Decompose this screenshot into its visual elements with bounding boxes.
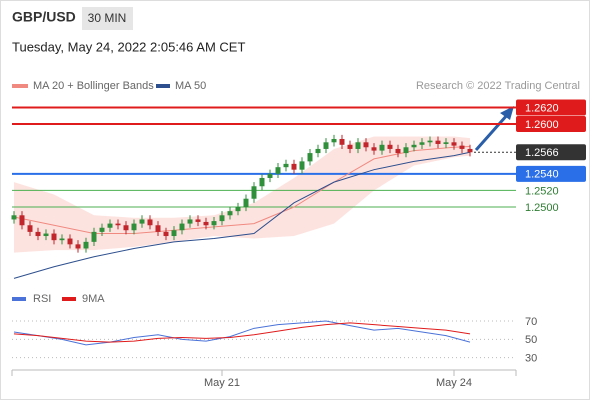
candle-body <box>211 221 217 226</box>
candle-body <box>331 138 337 143</box>
candle-body <box>299 161 305 170</box>
candle-body <box>451 142 457 146</box>
candle-body <box>355 142 361 149</box>
candle-body <box>115 223 121 226</box>
forecast-arrowhead <box>500 106 514 120</box>
candle-body <box>411 144 417 148</box>
candle-body <box>291 163 297 170</box>
candle-body <box>75 244 81 249</box>
candle-body <box>235 207 241 212</box>
candle-body <box>339 138 345 145</box>
candle-body <box>243 198 249 208</box>
candle-body <box>123 225 129 231</box>
candle-body <box>131 223 137 231</box>
level-label: 1.2620 <box>525 102 559 114</box>
candle-body <box>347 144 353 149</box>
candle-body <box>443 142 449 144</box>
candle-body <box>395 148 401 154</box>
candle-body <box>323 142 329 149</box>
level-label: 1.2520 <box>525 185 559 197</box>
level-box <box>516 144 586 161</box>
candle-body <box>203 221 209 226</box>
ma50-line <box>13 151 471 279</box>
candle-body <box>435 140 441 144</box>
level-box <box>516 165 586 182</box>
candle-body <box>147 219 153 226</box>
candle-body <box>91 231 97 242</box>
legend-swatch-ma20 <box>12 84 28 88</box>
candle-body <box>379 144 385 151</box>
candle-body <box>267 173 273 178</box>
candle-body <box>427 140 433 143</box>
candle-body <box>371 147 377 151</box>
candle-body <box>83 241 89 249</box>
level-box <box>516 99 586 116</box>
candle-body <box>363 142 369 148</box>
legend-swatch-rsi <box>12 297 26 301</box>
timeframe-badge <box>82 7 133 30</box>
candle-body <box>307 153 313 162</box>
candle-body <box>179 223 185 231</box>
level-label: 1.2500 <box>525 202 559 214</box>
candle-body <box>251 186 257 199</box>
x-tick-label: May 21 <box>204 377 240 389</box>
candle-body <box>419 142 425 145</box>
candle-body <box>19 215 25 226</box>
candle-body <box>259 177 265 187</box>
legend-rsi: RSI <box>33 293 51 305</box>
datetime: Tuesday, May 24, 2022 2:05:46 AM CET <box>12 39 245 54</box>
candle-body <box>107 223 113 228</box>
symbol: GBP/USD <box>12 9 76 25</box>
level-label: 1.2600 <box>525 119 559 131</box>
candle-body <box>51 233 57 241</box>
candle-body <box>467 148 473 153</box>
candle-body <box>459 145 465 149</box>
legend-swatch-9ma <box>62 297 76 301</box>
candle-body <box>35 231 41 237</box>
level-label: 1.2566 <box>525 147 559 159</box>
candle-body <box>403 147 409 154</box>
candle-body <box>227 211 233 216</box>
candle-body <box>195 219 201 222</box>
candle-body <box>171 230 177 237</box>
candle-body <box>11 215 17 220</box>
rsi-tick-label: 70 <box>525 316 537 328</box>
candle-body <box>155 225 161 232</box>
source: Research © 2022 Trading Central <box>416 80 580 92</box>
forecast-arrow <box>474 113 510 151</box>
rsi-tick-label: 50 <box>525 334 537 346</box>
candle-body <box>275 167 281 174</box>
legend-ma20: MA 20 + Bollinger Bands <box>33 80 154 92</box>
candle-body <box>59 238 65 241</box>
candle-body <box>219 215 225 222</box>
candle-body <box>27 225 33 232</box>
level-label: 1.2540 <box>525 169 559 181</box>
candle-body <box>43 233 49 237</box>
rsi-tick-label: 30 <box>525 353 537 365</box>
candle-body <box>283 163 289 168</box>
legend-9ma: 9MA <box>82 293 105 305</box>
candle-body <box>163 231 169 237</box>
rsi-line <box>13 320 471 346</box>
level-box <box>516 116 586 133</box>
legend-ma50: MA 50 <box>175 80 206 92</box>
candle-body <box>139 219 145 224</box>
candle-body <box>387 144 393 149</box>
candle-body <box>315 148 321 154</box>
legend-swatch-ma50 <box>156 84 170 88</box>
candle-body <box>99 227 105 232</box>
candle-body <box>187 219 193 224</box>
timeframe: 30 MIN <box>88 11 127 25</box>
rsi-ma-line <box>13 322 471 343</box>
x-tick-label: May 24 <box>436 377 472 389</box>
candle-body <box>67 238 73 245</box>
bollinger-band <box>14 136 470 253</box>
